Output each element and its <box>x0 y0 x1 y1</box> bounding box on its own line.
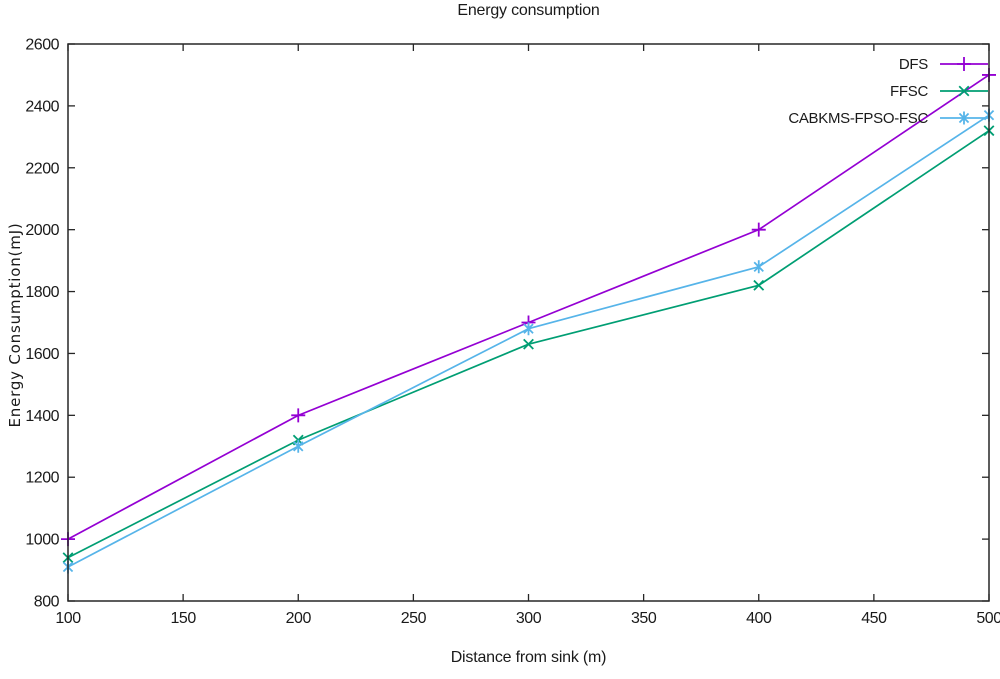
y-tick-label: 2400 <box>25 98 59 115</box>
x-tick-label: 200 <box>286 610 312 627</box>
x-tick-label: 150 <box>171 610 197 627</box>
legend-marker-asterisk <box>958 111 970 125</box>
y-tick-label: 2600 <box>25 37 59 54</box>
legend-label: DFS <box>899 56 928 73</box>
x-tick-labels: 100 150 200 250 300 350 400 450 500 <box>55 610 1000 627</box>
legend-marker-plus <box>957 57 971 71</box>
y-tick-label: 2000 <box>25 222 59 239</box>
legend: DFS FFSC CABKMS-FPSO-FSC <box>788 56 988 127</box>
legend-label: CABKMS-FPSO-FSC <box>788 110 928 127</box>
series-line <box>67 74 990 540</box>
series-CABKMS-FPSO-FSC <box>62 108 995 574</box>
series-DFS <box>61 67 996 547</box>
x-tick-label: 300 <box>516 610 542 627</box>
x-tick-label: 100 <box>55 610 81 627</box>
x-axis-label: Distance from sink (m) <box>450 649 607 666</box>
y-tick-label: 800 <box>34 594 60 611</box>
y-tick-label: 1800 <box>25 284 59 301</box>
x-tick-label: 400 <box>746 610 772 627</box>
y-tick-label: 2200 <box>25 160 59 177</box>
series-markers <box>61 67 996 547</box>
y-tick-label: 1200 <box>25 470 59 487</box>
plot-border <box>67 43 990 602</box>
legend-item-CABKMS-FPSO-FSC: CABKMS-FPSO-FSC <box>788 110 988 127</box>
x-tick-label: 500 <box>976 610 1000 627</box>
legend-item-DFS: DFS <box>899 56 988 73</box>
series-markers <box>62 108 995 574</box>
series-line <box>67 114 990 568</box>
legend-marker-cross <box>958 85 970 97</box>
y-tick-label: 1600 <box>25 346 59 363</box>
x-tick-label: 250 <box>401 610 427 627</box>
legend-label: FFSC <box>890 83 928 100</box>
y-tick-label: 1000 <box>25 532 59 549</box>
y-tick-label: 1400 <box>25 408 59 425</box>
x-tick-label: 450 <box>861 610 887 627</box>
x-tick-label: 350 <box>631 610 657 627</box>
chart-title: Energy consumption <box>457 2 600 19</box>
y-tick-labels: 800 1000 1200 1400 1600 1800 2000 2200 2400 2600 <box>25 37 60 611</box>
legend-item-FFSC: FFSC <box>890 83 988 100</box>
